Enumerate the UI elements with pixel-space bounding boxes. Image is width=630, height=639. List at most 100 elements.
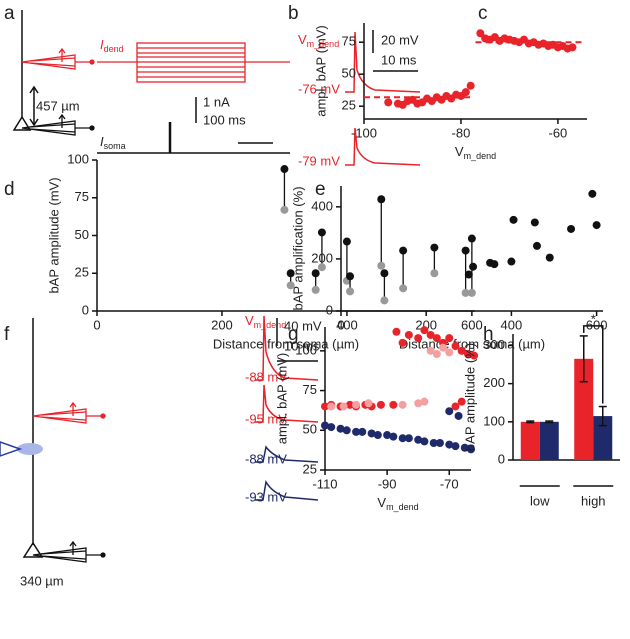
y-tick-label: 100	[67, 151, 89, 166]
y-axis-label: ampl. bAP (mV)	[274, 353, 289, 445]
y-tick-label: 75	[75, 189, 89, 204]
x-tick-label: 400	[336, 317, 358, 332]
point	[342, 426, 351, 435]
scale-label: 40 mV	[284, 318, 322, 333]
point	[430, 269, 439, 278]
point	[445, 334, 454, 343]
point	[460, 443, 469, 452]
x-tick-label: -110	[312, 476, 337, 491]
bar	[593, 416, 613, 460]
distance-label: 457 µm	[36, 98, 80, 113]
subscript: m_dend	[254, 320, 287, 330]
point	[592, 221, 601, 230]
y-tick-label: 50	[303, 422, 317, 437]
y-tick-label: 50	[342, 66, 356, 81]
x-axis-label: Vm_dend	[377, 495, 418, 512]
point	[420, 326, 429, 335]
x-tick-label: -80	[452, 125, 471, 140]
point	[420, 437, 429, 446]
y-tick-label: 0	[498, 451, 505, 466]
point	[317, 228, 326, 237]
y-tick-label: 100	[295, 342, 317, 357]
point	[399, 284, 408, 293]
point	[404, 330, 413, 339]
point	[389, 400, 398, 409]
point	[432, 350, 441, 359]
point	[530, 218, 539, 227]
panel-letter: b	[288, 3, 299, 24]
y-axis-label: bAP amplitude (mV)	[46, 177, 61, 293]
point	[345, 400, 354, 409]
point	[461, 288, 470, 297]
point	[430, 243, 439, 252]
x-tick-label: 200	[211, 317, 233, 332]
point	[317, 263, 326, 272]
trace-value: -79 mV	[298, 153, 340, 168]
point	[461, 246, 470, 255]
point	[507, 257, 516, 266]
soma-electrode	[32, 540, 106, 563]
y-axis-label: bAP amplitude (%)	[462, 343, 477, 451]
point	[464, 270, 473, 279]
symbol: V	[298, 32, 307, 47]
scale-label: 100 ms	[203, 112, 246, 127]
symbol: V	[377, 495, 386, 510]
point	[389, 432, 398, 441]
point	[311, 285, 320, 294]
x-tick-label: 600	[586, 317, 608, 332]
panel-letter: c	[478, 3, 488, 24]
point	[414, 334, 423, 343]
soma-electrode	[21, 113, 95, 136]
y-tick-label: 200	[311, 250, 333, 265]
soma-current-trace	[97, 122, 290, 154]
dend-current-trace	[97, 42, 290, 83]
trace-value: -93 mV	[245, 489, 287, 504]
annotation: *	[591, 311, 596, 326]
voltage-trace	[255, 479, 319, 501]
point	[280, 205, 289, 214]
x-axis-label: Vm_dend	[455, 144, 496, 161]
panel-letter: d	[4, 179, 15, 200]
point	[336, 424, 345, 433]
point	[358, 427, 367, 436]
x-tick-label: -70	[440, 476, 459, 491]
x-tick-label: low	[530, 493, 550, 508]
point	[339, 402, 348, 411]
point	[373, 431, 382, 440]
point	[466, 81, 475, 90]
point	[377, 195, 386, 204]
voltage-trace	[255, 445, 319, 463]
point	[286, 281, 295, 290]
panel-letter: g	[288, 324, 299, 345]
point	[469, 262, 478, 271]
y-tick-label: 200	[483, 375, 505, 390]
trace-value: -95 mV	[245, 411, 287, 426]
point	[532, 241, 541, 250]
point	[414, 399, 423, 408]
point	[311, 269, 320, 278]
neuron-a	[12, 10, 39, 131]
point	[384, 98, 393, 107]
y-axis-label: bAP amplification (%)	[290, 186, 305, 310]
point	[346, 287, 355, 296]
x-tick-label: -60	[549, 125, 568, 140]
point	[398, 400, 407, 409]
panel-letter: h	[483, 324, 494, 345]
dend-current-label: Idend	[100, 37, 124, 54]
point	[467, 445, 475, 454]
point	[451, 402, 460, 411]
point	[467, 288, 476, 297]
y-tick-label: 300	[483, 337, 505, 352]
point	[404, 434, 413, 443]
significance-bracket	[583, 325, 604, 404]
trace-value: -76 mV	[298, 81, 340, 96]
point	[426, 330, 435, 339]
point	[588, 189, 597, 198]
y-tick-label: 100	[483, 413, 505, 428]
y-tick-label: 0	[82, 302, 89, 317]
point	[280, 165, 289, 174]
scale-label: 1 nA	[203, 94, 230, 109]
trace-value: -88 mV	[245, 451, 287, 466]
y-tick-label: 400	[311, 198, 333, 213]
